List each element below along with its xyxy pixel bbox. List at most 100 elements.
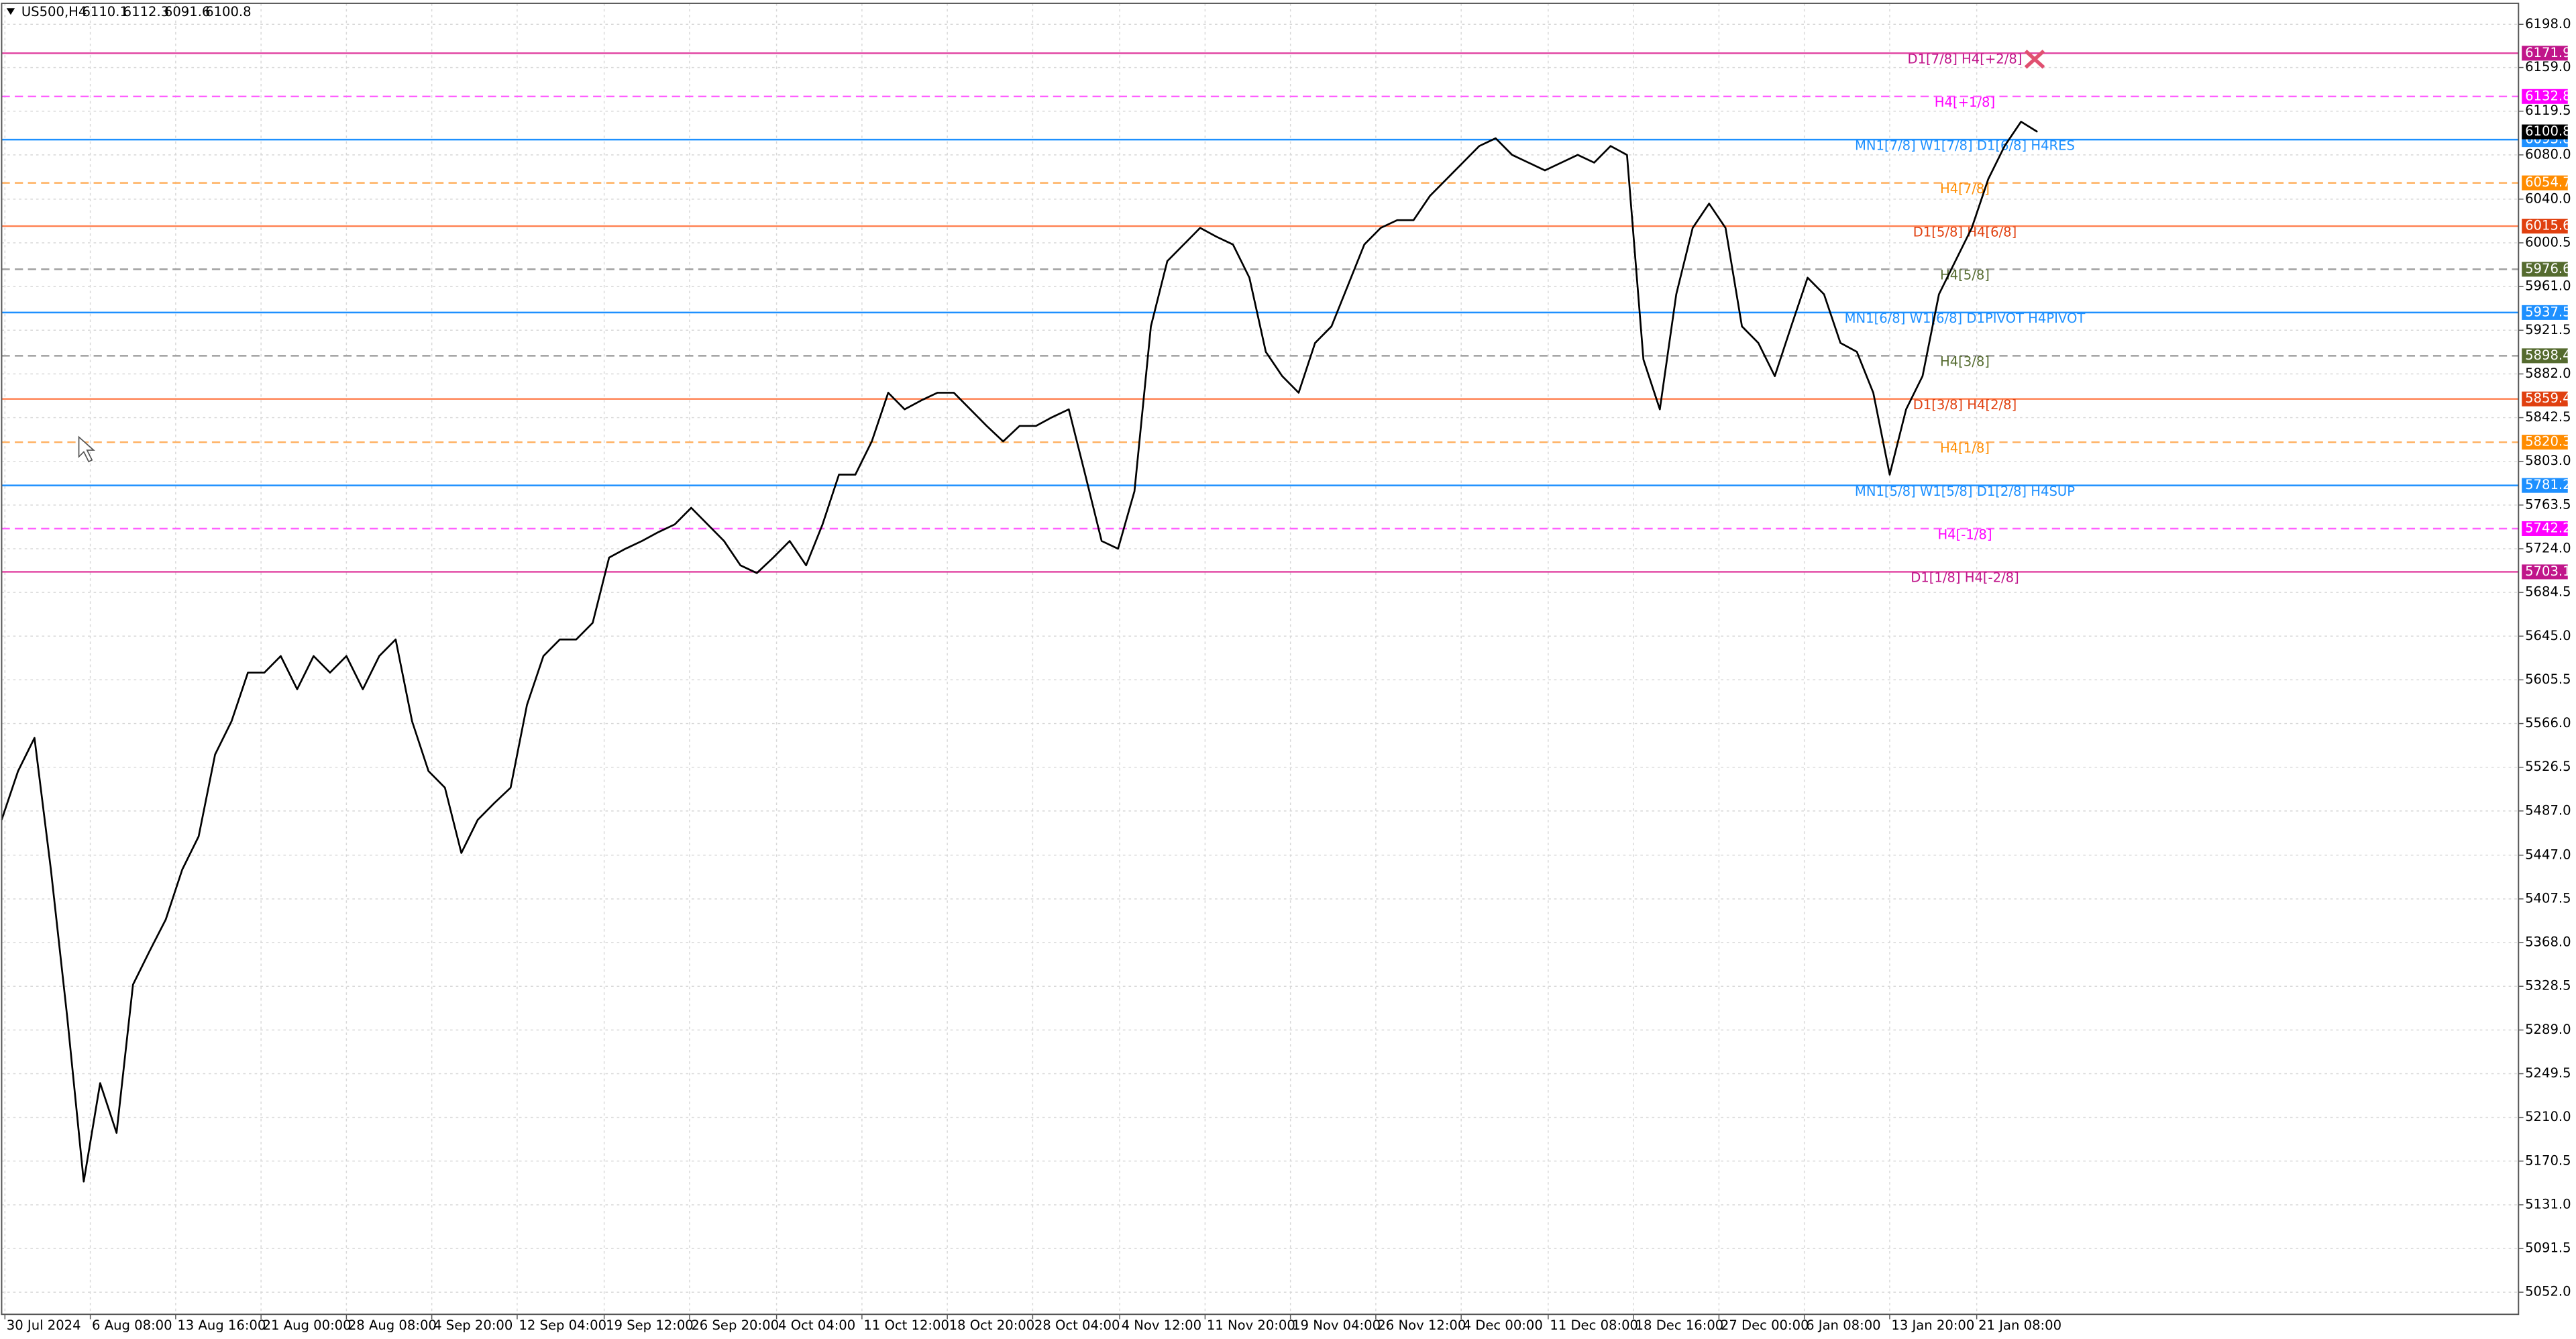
y-tick-label: 5842.5: [2525, 409, 2571, 425]
level-label: D1[5/8] H4[6/8]: [1913, 224, 2017, 239]
y-tick-label: 6198.0: [2525, 16, 2571, 32]
series: [1, 121, 2038, 1183]
level-price-box: [2522, 521, 2568, 536]
level-label: D1[3/8] H4[2/8]: [1913, 397, 2017, 413]
level-price-box: [2522, 391, 2568, 407]
y-tick-label: 5447.0: [2525, 847, 2571, 862]
x-tick-label: 18 Dec 16:00: [1635, 1318, 1724, 1333]
level-price: 5703.1: [2525, 564, 2571, 579]
y-tick-label: 6000.5: [2525, 234, 2571, 250]
level-label: D1[1/8] H4[-2/8]: [1911, 570, 2019, 586]
y-tick-label: 5170.5: [2525, 1153, 2571, 1168]
price-line: [1, 121, 2038, 1183]
x-tick-label: 27 Dec 00:00: [1721, 1318, 1809, 1333]
level-label: H4[7/8]: [1940, 181, 1990, 197]
y-tick-label: 5724.0: [2525, 540, 2571, 555]
y-tick-label: 5803.0: [2525, 453, 2571, 468]
x-tick-label: 18 Oct 20:00: [949, 1318, 1035, 1333]
current-price-box: [2522, 124, 2568, 140]
level-label: H4[1/8]: [1940, 440, 1990, 456]
y-tick-label: 5368.0: [2525, 934, 2571, 950]
y-tick-label: 5526.5: [2525, 759, 2571, 774]
level-price-box: [2522, 219, 2568, 234]
x-tick-label: 4 Nov 12:00: [1122, 1318, 1202, 1333]
y-tick-label: 6119.5: [2525, 103, 2571, 118]
menu-arrow[interactable]: [6, 8, 15, 15]
level-price: 6132.8: [2525, 88, 2571, 103]
ohlc-close: 6100.8: [205, 4, 252, 19]
level-label: H4[+1/8]: [1935, 95, 1995, 110]
x-tick-label: 11 Nov 20:00: [1207, 1318, 1295, 1333]
x-tick-label: 11 Dec 08:00: [1550, 1318, 1638, 1333]
x-tick-label: 26 Sep 20:00: [691, 1318, 779, 1333]
level-label: H4[-1/8]: [1937, 527, 1992, 542]
y-tick-label: 5921.5: [2525, 322, 2571, 337]
y-tick-label: 5131.0: [2525, 1196, 2571, 1212]
level-label: MN1[7/8] W1[7/8] D1[6/8] H4RES: [1855, 138, 2075, 153]
level-label: MN1[5/8] W1[5/8] D1[2/8] H4SUP: [1855, 484, 2075, 499]
x-tick-label: 28 Oct 04:00: [1034, 1318, 1120, 1333]
y-tick-label: 6040.0: [2525, 191, 2571, 206]
current-price: 6100.8: [2525, 123, 2571, 139]
ohlc-low: 6091.6: [164, 4, 211, 19]
x-tick-label: 21 Jan 08:00: [1978, 1318, 2061, 1333]
mouse-cursor: [78, 435, 95, 463]
y-tick-label: 5684.5: [2525, 584, 2571, 600]
level-price-box: [2522, 348, 2568, 364]
level-price: 5976.6: [2525, 261, 2571, 276]
x-tick-label: 19 Nov 04:00: [1292, 1318, 1381, 1333]
level-price-box: [2522, 262, 2568, 277]
x-tick-label: 21 Aug 00:00: [263, 1318, 352, 1333]
level-price: 5937.5: [2525, 304, 2571, 319]
level-price-box: [2522, 435, 2568, 450]
level-price: 5859.4: [2525, 390, 2571, 406]
x-tick-label: 19 Sep 12:00: [606, 1318, 694, 1333]
y-tick-label: 5210.0: [2525, 1109, 2571, 1124]
x-tick-label: 6 Aug 08:00: [92, 1318, 172, 1333]
level-price: 6015.6: [2525, 218, 2571, 233]
y-tick-label: 5605.5: [2525, 672, 2571, 687]
level-price: 5820.3: [2525, 434, 2571, 449]
level-label: MN1[6/8] W1[6/8] D1PIVOT H4PIVOT: [1845, 311, 2086, 326]
x-tick-label: 11 Oct 12:00: [863, 1318, 949, 1333]
x-tick-label: 4 Dec 00:00: [1463, 1318, 1543, 1333]
y-tick-label: 5487.0: [2525, 802, 2571, 818]
level-price: 5781.2: [2525, 477, 2571, 492]
x-tick-label: 6 Jan 08:00: [1806, 1318, 1881, 1333]
level-label: H4[5/8]: [1940, 268, 1990, 283]
level-price-box: [2522, 305, 2568, 320]
y-tick-label: 6080.0: [2525, 146, 2571, 162]
y-tick-label: 5566.0: [2525, 715, 2571, 731]
level-price-box: [2522, 564, 2568, 580]
level-price: 6171.9: [2525, 45, 2571, 60]
y-tick-label: 5882.0: [2525, 366, 2571, 381]
close-marker[interactable]: [2024, 49, 2045, 69]
y-tick-label: 5289.0: [2525, 1022, 2571, 1037]
ohlc-high: 6112.3: [123, 4, 170, 19]
level-price-box: [2522, 175, 2568, 191]
y-tick-label: 5961.0: [2525, 278, 2571, 294]
level-price-box: [2522, 46, 2568, 61]
x-tick-label: 13 Aug 16:00: [177, 1318, 266, 1333]
x-tick-label: 4 Oct 04:00: [778, 1318, 855, 1333]
ohlc-open: 6110.1: [82, 4, 128, 19]
level-price-box: [2522, 89, 2568, 104]
y-tick-label: 5645.0: [2525, 628, 2571, 643]
level-price: 5742.2: [2525, 520, 2571, 535]
x-tick-label: 28 Aug 08:00: [348, 1318, 437, 1333]
y-tick-label: 5091.5: [2525, 1240, 2571, 1256]
level-label: D1[7/8] H4[+2/8]: [1908, 52, 2023, 67]
level-price-box: [2522, 478, 2568, 493]
x-tick-label: 13 Jan 20:00: [1891, 1318, 1974, 1333]
y-tick-label: 5052.0: [2525, 1284, 2571, 1299]
y-tick-label: 5763.5: [2525, 496, 2571, 512]
x-tick-label: 26 Nov 12:00: [1377, 1318, 1466, 1333]
symbol: US500,H4: [21, 4, 87, 19]
level-label: H4[3/8]: [1940, 354, 1990, 370]
x-tick-label: 30 Jul 2024: [7, 1318, 81, 1333]
plot-border: [1, 2, 2520, 1316]
y-tick-label: 6159.0: [2525, 59, 2571, 74]
